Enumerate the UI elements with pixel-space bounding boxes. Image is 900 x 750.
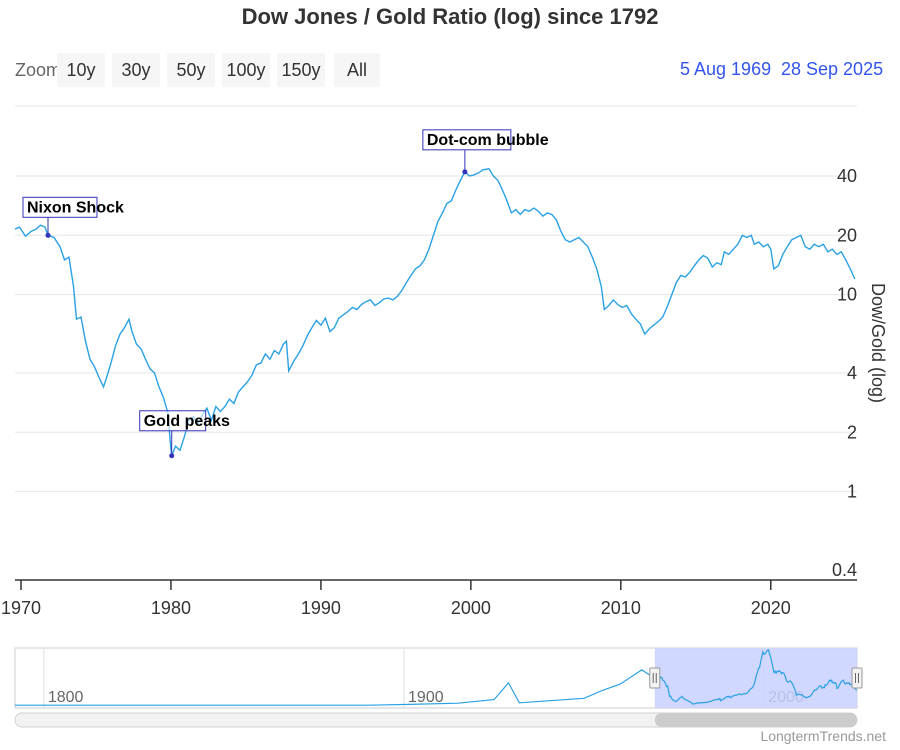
- navigator-handle-right[interactable]: [851, 667, 863, 689]
- y-tick-label: 1: [847, 482, 857, 502]
- x-tick-label: 2000: [451, 598, 491, 618]
- y-tick-label: 0.4: [832, 560, 857, 580]
- series-line: [14, 168, 856, 457]
- annotation-box: [22, 196, 98, 218]
- annotation-box: [422, 129, 512, 151]
- x-tick-label: 1980: [151, 598, 191, 618]
- zoom-50y-button[interactable]: 50y: [167, 53, 215, 87]
- annotation-label: Gold peaks: [144, 413, 230, 430]
- navigator-handle-left[interactable]: [649, 667, 661, 689]
- grid-lines: [15, 105, 857, 493]
- navigator-tick-label: 1800: [48, 689, 84, 706]
- x-tick-label: 2010: [601, 598, 641, 618]
- navigator[interactable]: 180019002000: [14, 647, 863, 728]
- y-tick-label: 4: [847, 363, 857, 383]
- y-tick-label: 40: [837, 166, 857, 186]
- y-tick-label: 10: [837, 285, 857, 305]
- y-tick-label: 20: [837, 225, 857, 245]
- scrollbar-thumb[interactable]: [654, 713, 857, 727]
- y-tick-label: 2: [847, 422, 857, 442]
- zoom-10y-button[interactable]: 10y: [57, 53, 105, 87]
- zoom-label: Zoom: [15, 60, 62, 80]
- annotation-label: Dot-com bubble: [427, 132, 549, 149]
- range-to-date[interactable]: 28 Sep 2025: [781, 59, 884, 79]
- zoom-all-button[interactable]: All: [334, 53, 380, 87]
- annotations: Nixon Shock Gold peaks Dot-com bubble: [22, 129, 549, 459]
- y-axis-label: Dow/Gold (log): [868, 283, 888, 403]
- y-axis: 0.4 1 2 4 10 20 40: [832, 166, 857, 580]
- credit-link[interactable]: LongtermTrends.net: [760, 728, 886, 744]
- annotation-point: [45, 232, 51, 238]
- x-axis: 1970 1980 1990 2000 2010 2020: [1, 579, 857, 618]
- zoom-150y-button[interactable]: 150y: [277, 53, 325, 87]
- annotation-label: Nixon Shock: [27, 199, 124, 216]
- zoom-30y-button[interactable]: 30y: [112, 53, 160, 87]
- x-tick-label: 1970: [1, 598, 41, 618]
- x-tick-label: 2020: [751, 598, 791, 618]
- annotation-point: [462, 169, 468, 175]
- navigator-series-line: [15, 649, 858, 706]
- zoom-100y-button[interactable]: 100y: [222, 53, 270, 87]
- chart-title: Dow Jones / Gold Ratio (log) since 1792: [241, 4, 659, 29]
- range-from-date[interactable]: 5 Aug 1969: [680, 59, 772, 79]
- navigator-tick-label: 1900: [408, 689, 444, 706]
- annotation-point: [169, 453, 175, 459]
- x-tick-label: 1990: [301, 598, 341, 618]
- annotation-box: [139, 410, 207, 432]
